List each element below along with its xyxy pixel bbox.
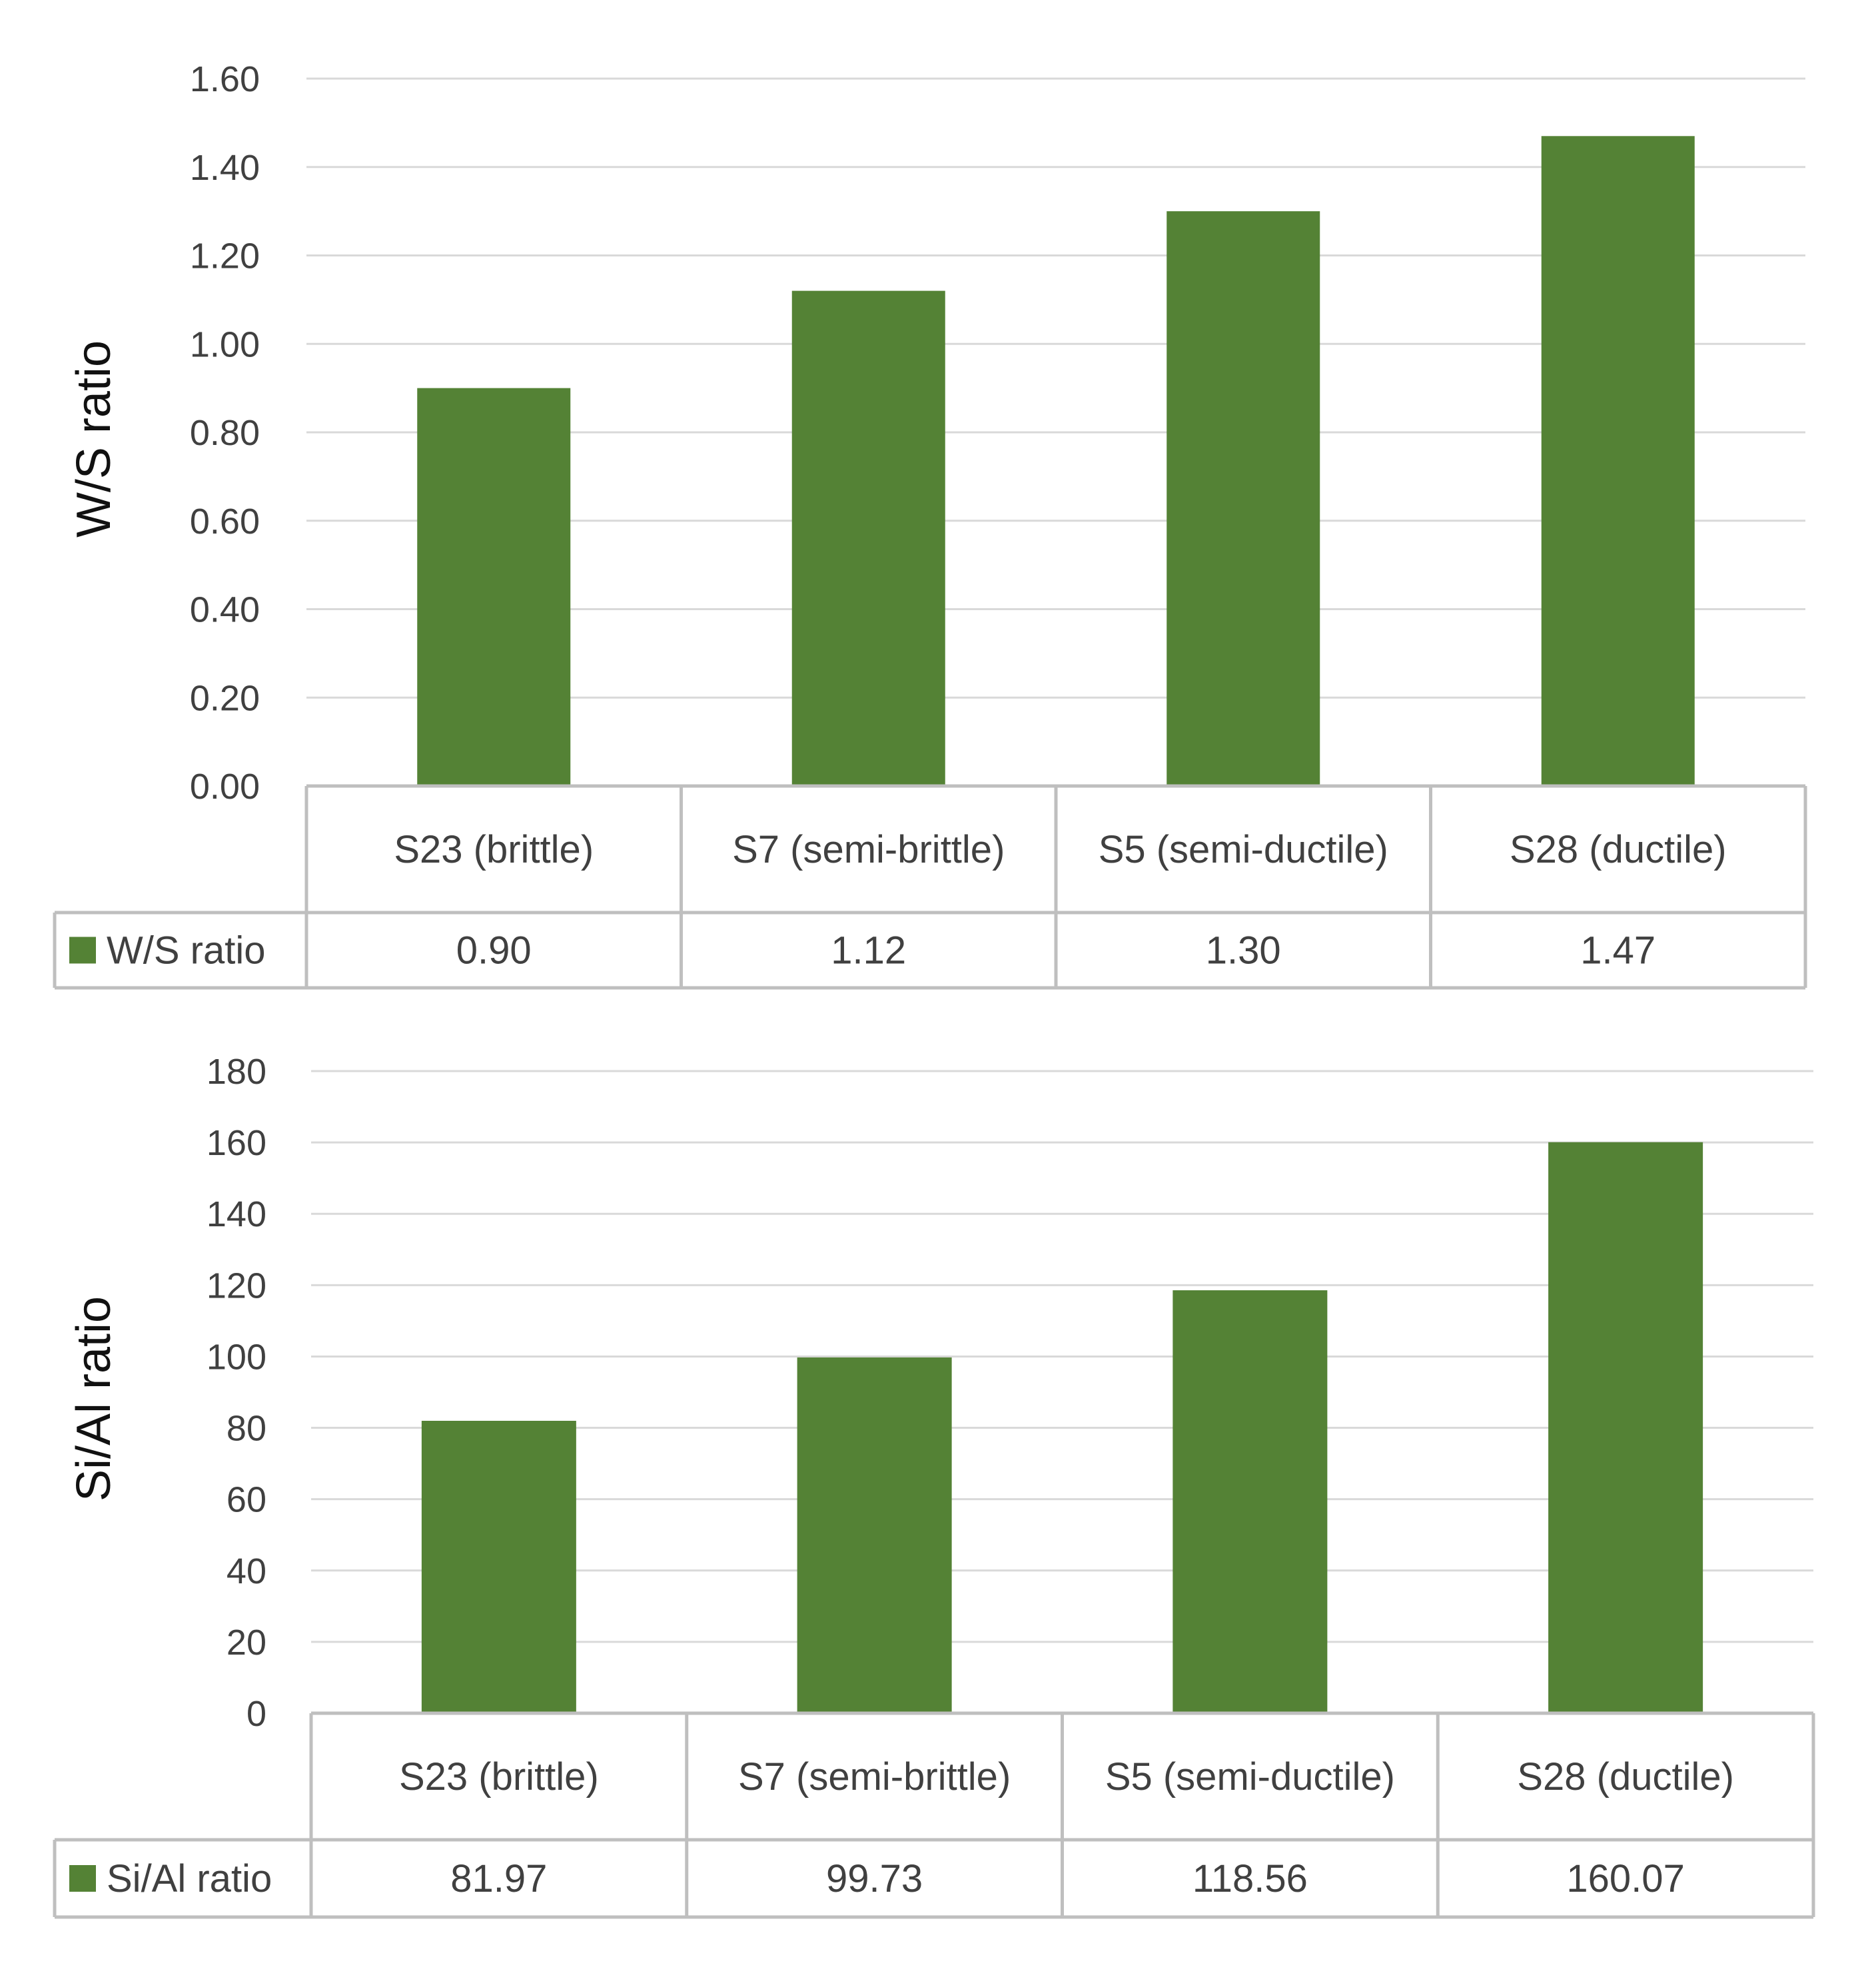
y-tick-label: 0.40 xyxy=(190,590,260,630)
y-tick-label: 120 xyxy=(207,1266,266,1306)
y-tick-label: 180 xyxy=(207,1052,266,1092)
y-tick-label: 1.00 xyxy=(190,324,260,364)
y-axis-title: W/S ratio xyxy=(67,340,121,538)
x-tick-label: S7 (semi-brittle) xyxy=(732,828,1005,871)
data-label: 81.97 xyxy=(450,1857,547,1900)
ws-ratio-chart: 0.00 0.20 0.40 0.60 0.80 1.00 1.20 1.40 1.60 W/S … xyxy=(53,59,1807,990)
x-tick-label: S5 (semi-ductile) xyxy=(1099,828,1388,871)
y-tick-label: 60 xyxy=(227,1480,266,1520)
bar xyxy=(417,388,571,786)
data-label: 1.12 xyxy=(831,929,906,973)
legend-label: Si/Al ratio xyxy=(107,1857,272,1900)
bar xyxy=(1172,1290,1328,1713)
data-label: 99.73 xyxy=(826,1857,923,1900)
y-tick-label: 100 xyxy=(207,1337,266,1377)
bar xyxy=(1541,136,1695,787)
data-label: 1.47 xyxy=(1580,929,1655,973)
bar xyxy=(797,1357,952,1713)
y-tick-label: 0.20 xyxy=(190,678,260,718)
y-tick-label: 40 xyxy=(227,1551,266,1591)
y-tick-label: 80 xyxy=(227,1409,266,1449)
legend-label: W/S ratio xyxy=(107,929,266,973)
y-tick-label: 0 xyxy=(246,1694,266,1734)
bar xyxy=(1167,211,1320,786)
y-tick-label: 160 xyxy=(207,1123,266,1163)
y-tick-label: 20 xyxy=(227,1623,266,1663)
x-tick-label: S23 (brittle) xyxy=(394,828,594,871)
y-tick-label: 1.20 xyxy=(190,236,260,276)
x-tick-label: S5 (semi-ductile) xyxy=(1105,1755,1395,1798)
data-label: 160.07 xyxy=(1566,1857,1684,1900)
x-tick-label: S23 (brittle) xyxy=(399,1755,599,1798)
x-tick-label: S7 (semi-brittle) xyxy=(738,1755,1011,1798)
y-tick-label: 0.80 xyxy=(190,413,260,453)
y-tick-label: 1.60 xyxy=(190,59,260,99)
y-axis-title: Si/Al ratio xyxy=(67,1296,121,1501)
y-tick-label: 1.40 xyxy=(190,148,260,188)
data-label: 118.56 xyxy=(1192,1857,1308,1900)
y-tick-label: 0.60 xyxy=(190,502,260,542)
bar xyxy=(421,1421,576,1713)
data-label: 1.30 xyxy=(1206,929,1281,973)
bar xyxy=(791,290,945,787)
data-label: 0.90 xyxy=(456,929,532,973)
legend-key xyxy=(69,1865,96,1892)
y-tick-label: 140 xyxy=(207,1194,266,1234)
x-tick-label: S28 (ductile) xyxy=(1517,1755,1734,1798)
si-al-ratio-chart: 0 20 40 60 80 100 120 140 160 180 Si/Al ratio S23 (… xyxy=(53,1052,1815,1919)
y-tick-label: 0.00 xyxy=(190,767,260,807)
x-tick-label: S28 (ductile) xyxy=(1510,828,1727,871)
legend-key xyxy=(69,937,96,964)
bar xyxy=(1548,1142,1703,1713)
